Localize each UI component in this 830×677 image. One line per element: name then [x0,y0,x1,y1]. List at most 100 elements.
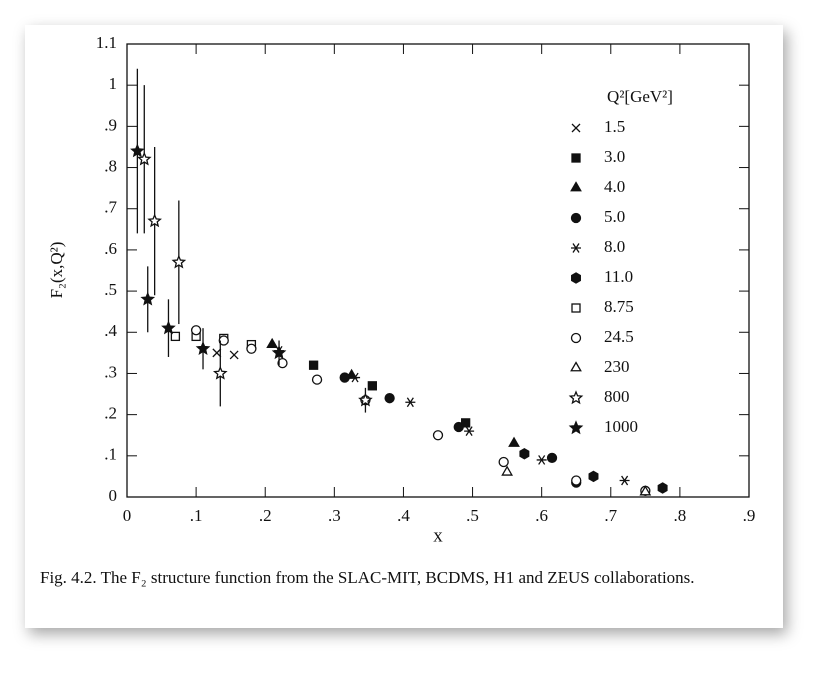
marker [271,345,287,360]
marker [161,320,176,335]
marker [432,430,444,441]
marker-part [432,430,444,441]
marker-part [571,303,581,313]
marker-part [501,465,513,476]
marker [464,426,475,436]
marker-part [358,392,373,407]
x-tick-label: 0 [123,506,132,525]
legend-marker [570,361,582,372]
legend-marker [571,303,581,313]
marker-part [568,390,584,405]
legend-marker [571,123,581,133]
marker-part [277,358,288,369]
legend-label: 4.0 [604,177,625,196]
legend-marker [570,212,582,224]
marker [453,421,464,433]
marker [147,213,162,228]
marker-part [271,345,287,360]
y-tick-label: 1.1 [96,33,117,52]
marker [140,291,156,306]
x-tick-label: .9 [743,506,756,525]
x-tick-label: .5 [466,506,479,525]
marker [405,397,416,408]
y-tick-label: .5 [104,280,117,299]
caption-box: Fig. 4.2. The F₂ structure function from… [40,568,695,587]
x-tick-label: .6 [535,506,548,525]
legend-entry: 4.0 [570,177,625,196]
marker-part [464,426,475,436]
marker-part [212,365,228,380]
marker-part [339,372,350,383]
legend-entry: 5.0 [570,207,625,226]
marker [384,393,395,404]
legend-label: 8.75 [604,297,634,316]
marker-part [136,151,152,166]
legend-marker [571,153,581,163]
marker-part [140,291,156,306]
marker [501,465,513,476]
marker [195,341,211,355]
legend-label: 5.0 [604,207,625,226]
caption: Fig. 4.2. The F₂ structure function from… [40,568,695,587]
legend-label: 3.0 [604,147,625,166]
marker-part [171,254,187,269]
marker [311,374,323,385]
marker-part [246,343,257,354]
figure-card [25,25,783,628]
marker [266,337,279,349]
y-tick-label: .4 [104,321,117,340]
marker [508,436,520,447]
legend-label: 1000 [604,417,638,436]
y-tick-label: .3 [104,362,117,381]
marker-part [130,143,145,158]
marker-part [619,475,630,486]
marker [519,448,530,460]
marker-part [453,421,464,433]
marker [246,343,257,354]
marker [171,254,187,269]
marker-part [546,452,558,464]
legend-marker [571,272,581,284]
marker-part [571,153,581,163]
marker-part [147,213,162,228]
marker-part [190,325,202,336]
marker [136,151,152,166]
marker [212,348,222,358]
legend-entry: 800 [568,387,630,406]
legend-title: Q²[GeV²] [607,87,673,106]
marker-part [570,332,582,344]
marker-part [571,243,581,253]
legend-marker [571,243,581,253]
legend-entry: 1.5 [571,117,625,136]
marker-part [536,455,547,465]
marker [536,455,547,465]
marker-part [570,181,582,192]
marker-part [384,393,395,404]
legend-label: 24.5 [604,327,634,346]
marker-part [570,361,582,372]
legend-entry: 3.0 [571,147,625,166]
y-tick-label: 1 [109,74,118,93]
y-tick-label: .8 [104,156,117,175]
marker-part [568,420,584,435]
legend-entry: 230 [570,357,630,376]
legend-label: 1.5 [604,117,625,136]
legend-label: 8.0 [604,237,625,256]
x-tick-label: .3 [328,506,341,525]
marker [350,372,361,383]
marker-part [212,348,222,358]
marker-part [350,372,361,383]
x-tick-label: .7 [604,506,617,525]
marker [339,372,350,383]
x-tick-label: .8 [674,506,687,525]
marker [367,381,377,391]
marker [308,360,319,370]
marker-part [498,456,509,468]
marker-part [229,350,239,360]
marker-part [508,436,520,447]
marker-part [308,360,319,370]
x-tick-label: .2 [259,506,272,525]
marker-part [570,212,582,224]
marker-part [657,482,668,494]
